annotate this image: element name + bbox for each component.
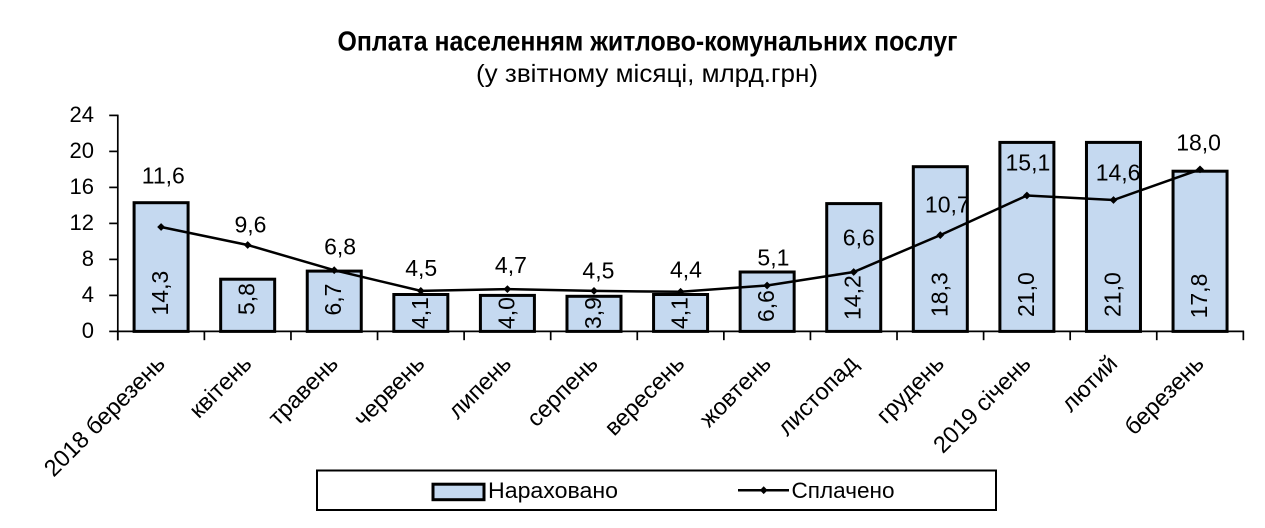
svg-text:4,1: 4,1: [667, 297, 693, 329]
svg-text:червень: червень: [348, 350, 429, 431]
svg-text:Оплата населенням житлово-кому: Оплата населенням житлово-комунальних по…: [338, 26, 958, 57]
svg-text:10,7: 10,7: [925, 192, 970, 218]
svg-text:4,7: 4,7: [495, 252, 527, 278]
svg-text:лютий: лютий: [1056, 350, 1122, 416]
svg-text:12: 12: [70, 210, 94, 235]
svg-text:0: 0: [82, 318, 94, 343]
svg-text:вересень: вересень: [599, 350, 689, 440]
svg-text:5,1: 5,1: [757, 245, 789, 271]
svg-text:6,6: 6,6: [753, 290, 779, 322]
svg-text:Нараховано: Нараховано: [488, 478, 618, 503]
svg-text:14,2: 14,2: [840, 275, 866, 320]
svg-text:4,4: 4,4: [670, 256, 702, 282]
svg-text:березень: березень: [1119, 350, 1209, 440]
svg-text:14,3: 14,3: [147, 271, 173, 316]
svg-text:4,5: 4,5: [582, 257, 614, 283]
svg-text:6,6: 6,6: [843, 224, 875, 250]
svg-text:липень: липень: [443, 350, 516, 423]
svg-text:16: 16: [70, 174, 94, 199]
svg-text:грудень: грудень: [871, 350, 949, 428]
svg-text:15,1: 15,1: [1006, 150, 1051, 176]
svg-text:11,6: 11,6: [142, 163, 185, 189]
svg-text:квітень: квітень: [184, 350, 257, 423]
svg-text:20: 20: [70, 138, 94, 163]
svg-text:Сплачено: Сплачено: [792, 478, 895, 503]
svg-text:9,6: 9,6: [235, 212, 267, 238]
svg-text:6,8: 6,8: [324, 233, 356, 259]
svg-text:4,1: 4,1: [407, 297, 433, 329]
svg-text:17,8: 17,8: [1186, 274, 1212, 319]
svg-text:18,0: 18,0: [1176, 129, 1221, 155]
svg-text:серпень: серпень: [522, 350, 603, 431]
svg-text:травень: травень: [263, 350, 343, 430]
svg-text:2018 березень: 2018 березень: [39, 350, 170, 481]
svg-text:8: 8: [82, 246, 94, 271]
svg-text:(у звітному місяці, млрд.грн): (у звітному місяці, млрд.грн): [476, 60, 818, 88]
svg-text:4,0: 4,0: [493, 297, 519, 329]
svg-text:3,9: 3,9: [580, 297, 606, 329]
svg-text:24: 24: [70, 102, 94, 127]
svg-text:листопад: листопад: [772, 350, 862, 440]
svg-text:18,3: 18,3: [926, 272, 952, 317]
svg-text:21,0: 21,0: [1100, 272, 1126, 317]
svg-text:5,8: 5,8: [234, 283, 260, 315]
svg-text:6,7: 6,7: [320, 284, 346, 316]
svg-text:14,6: 14,6: [1096, 160, 1141, 186]
svg-text:21,0: 21,0: [1013, 272, 1039, 317]
svg-text:жовтень: жовтень: [694, 350, 776, 432]
svg-text:4,5: 4,5: [405, 255, 437, 281]
svg-text:4: 4: [82, 282, 94, 307]
